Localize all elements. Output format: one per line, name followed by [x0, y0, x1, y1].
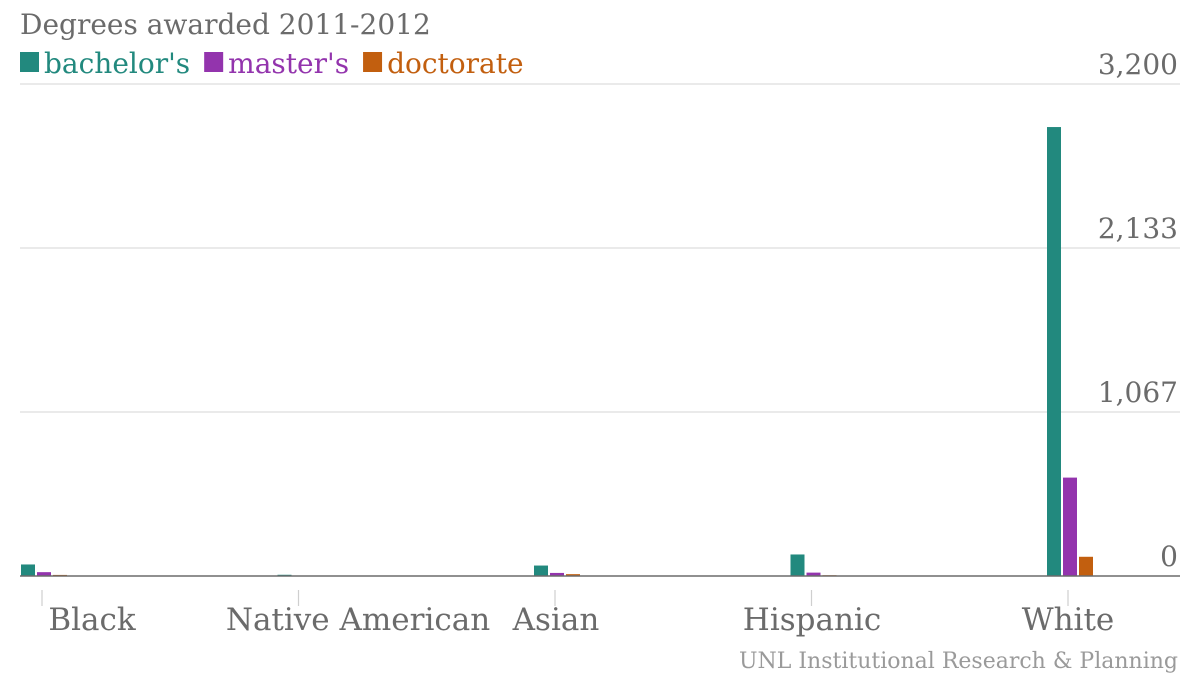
x-tick-label-4: White: [1022, 602, 1115, 638]
bar-3-1: [806, 572, 821, 576]
bar-0-0: [21, 564, 35, 576]
source-note: UNL Institutional Research & Planning: [739, 649, 1178, 674]
gridlines: 0 1,067 2,133 3,200: [20, 48, 1180, 573]
legend-label-0: bachelor's: [44, 47, 190, 80]
legend-label-2: doctorate: [387, 47, 523, 80]
legend-label-1: master's: [228, 47, 349, 80]
bar-0-1: [37, 572, 51, 576]
x-tick-label-0: Black: [48, 602, 136, 638]
x-tick-label-2: Asian: [512, 602, 600, 638]
legend: bachelor's master's doctorate: [20, 47, 524, 80]
bar-4-2: [1079, 556, 1093, 576]
y-tick-label-3: 3,200: [1098, 48, 1178, 81]
bar-4-0: [1047, 127, 1061, 577]
bar-2-2: [566, 574, 580, 576]
x-tick-label-1: Native American: [226, 602, 490, 638]
y-tick-label-2: 2,133: [1098, 212, 1178, 245]
legend-swatch-0: [20, 52, 39, 72]
bar-2-0: [534, 565, 548, 576]
bar-2-1: [550, 572, 564, 576]
x-tick-label-3: Hispanic: [743, 602, 881, 638]
bars: [21, 127, 1093, 577]
y-tick-label-0: 0: [1160, 540, 1178, 573]
legend-swatch-2: [363, 52, 383, 72]
legend-swatch-1: [204, 52, 224, 72]
category-labels: Black Native American Asian Hispanic White: [41, 590, 1115, 638]
y-tick-label-1: 1,067: [1098, 376, 1178, 409]
chart-title: Degrees awarded 2011-2012: [20, 8, 431, 41]
bar-3-0: [790, 554, 805, 576]
bar-4-1: [1063, 477, 1077, 576]
